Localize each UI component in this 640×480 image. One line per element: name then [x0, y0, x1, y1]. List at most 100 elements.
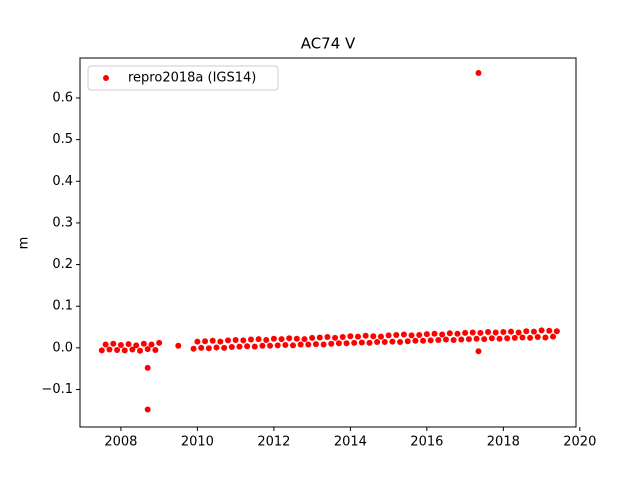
point — [370, 333, 377, 340]
y-tick-label: 0.4 — [52, 174, 73, 189]
point — [458, 336, 465, 343]
point — [488, 335, 495, 342]
point — [500, 329, 507, 336]
point — [198, 344, 205, 351]
point — [374, 339, 381, 346]
point — [546, 327, 553, 334]
point — [328, 340, 335, 347]
point — [117, 341, 124, 348]
y-tick-label: 0.2 — [52, 257, 73, 272]
point — [144, 364, 151, 371]
point — [140, 340, 147, 347]
point — [98, 347, 105, 354]
point — [312, 341, 319, 348]
point — [389, 338, 396, 345]
point — [511, 334, 518, 341]
point — [144, 406, 151, 413]
point — [475, 348, 482, 355]
point — [290, 342, 297, 349]
point — [469, 329, 476, 336]
point — [347, 333, 354, 340]
point — [309, 334, 316, 341]
axes-frame — [79, 57, 577, 428]
legend-label: repro2018a (IGS14) — [128, 71, 256, 86]
point — [270, 335, 277, 342]
point — [496, 335, 503, 342]
x-tick-label: 2018 — [487, 435, 520, 450]
point — [366, 339, 373, 346]
point — [175, 342, 182, 349]
point — [221, 344, 228, 351]
x-tick-label: 2012 — [257, 435, 290, 450]
point — [278, 336, 285, 343]
x-tick-label: 2010 — [181, 435, 214, 450]
chart-title: AC74 V — [301, 35, 356, 53]
y-tick-label: 0.0 — [52, 340, 73, 355]
point — [462, 329, 469, 336]
point — [423, 331, 430, 338]
point — [332, 334, 339, 341]
y-tick-label: −0.1 — [41, 382, 73, 397]
point — [397, 339, 404, 346]
point — [412, 337, 419, 344]
point — [475, 69, 482, 76]
point — [404, 338, 411, 345]
point — [305, 341, 312, 348]
point — [523, 328, 530, 335]
point — [228, 344, 235, 351]
point — [435, 336, 442, 343]
point — [351, 339, 358, 346]
point — [530, 328, 537, 335]
point — [324, 334, 331, 341]
point — [454, 330, 461, 337]
point — [358, 339, 365, 346]
point — [320, 341, 327, 348]
point — [106, 346, 113, 353]
point — [408, 332, 415, 339]
point — [267, 342, 274, 349]
point — [259, 342, 266, 349]
x-tick-label: 2014 — [334, 435, 367, 450]
point — [553, 328, 560, 335]
point — [251, 343, 258, 350]
point — [129, 346, 136, 353]
point — [377, 333, 384, 340]
point — [515, 329, 522, 336]
point — [507, 328, 514, 335]
point — [236, 343, 243, 350]
legend-marker — [103, 75, 109, 81]
point — [255, 336, 262, 343]
point — [355, 333, 362, 340]
point — [217, 338, 224, 345]
point — [343, 340, 350, 347]
point — [148, 341, 155, 348]
point — [519, 334, 526, 341]
point — [439, 331, 446, 338]
point — [202, 338, 209, 345]
point — [485, 329, 492, 336]
point — [232, 336, 239, 343]
point — [504, 335, 511, 342]
point — [144, 346, 151, 353]
point — [137, 347, 144, 354]
point — [102, 341, 109, 348]
point — [446, 330, 453, 337]
point — [213, 344, 220, 351]
point — [293, 335, 300, 342]
point — [442, 336, 449, 343]
point — [133, 342, 140, 349]
point — [335, 340, 342, 347]
point — [190, 345, 197, 352]
y-tick-label: 0.6 — [52, 90, 73, 105]
point — [244, 343, 251, 350]
point — [465, 336, 472, 343]
point — [400, 331, 407, 338]
y-tick-label: 0.3 — [52, 215, 73, 230]
point — [538, 327, 545, 334]
point — [301, 336, 308, 343]
point — [194, 338, 201, 345]
point — [209, 337, 216, 344]
point — [534, 334, 541, 341]
point — [224, 337, 231, 344]
